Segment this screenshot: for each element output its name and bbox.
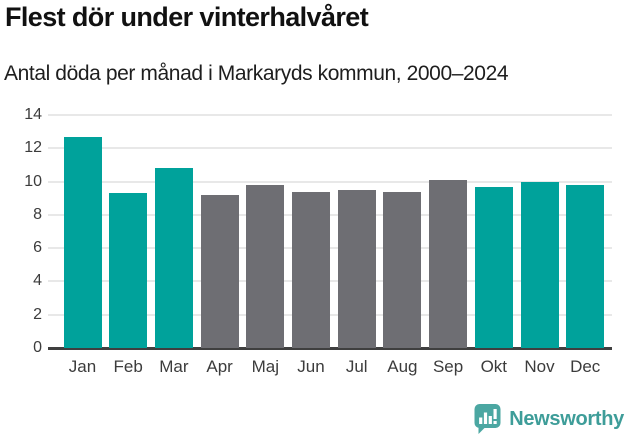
bar-mar (154, 168, 193, 348)
plot-area (48, 114, 612, 350)
y-tick-label-12: 12 (24, 139, 42, 157)
newsworthy-logo-icon (474, 404, 501, 434)
x-tick-label-nov: Nov (524, 357, 555, 376)
bar-feb (109, 193, 148, 348)
bar-maj (246, 184, 285, 348)
y-tick-label-6: 6 (33, 239, 42, 257)
bar-jul (337, 189, 376, 348)
gridline-y10 (48, 180, 612, 183)
y-tick-label-2: 2 (33, 305, 42, 323)
chart-subtitle: Antal döda per månad i Markaryds kommun,… (4, 62, 509, 85)
y-tick-label-8: 8 (33, 205, 42, 223)
x-tick-label-dec: Dec (570, 357, 601, 376)
y-tick-label-10: 10 (24, 172, 42, 190)
gridline-y2 (48, 313, 612, 316)
bar-apr (200, 194, 239, 348)
x-tick-label-mar: Mar (159, 357, 189, 376)
bar-aug (383, 191, 422, 348)
x-tick-label-okt: Okt (480, 357, 508, 376)
bar-jan (63, 136, 102, 348)
gridline-y14 (48, 114, 612, 116)
brand-footer: Newsworthy (474, 404, 624, 434)
x-tick-label-aug: Aug (387, 357, 418, 376)
bar-chart: 0 2 4 6 8 10 12 14 Jan Feb Mar Apr Maj Jun Jul Aug Sep O… (24, 106, 612, 376)
y-tick-label-14: 14 (24, 106, 42, 123)
brand-name: Newsworthy (509, 407, 624, 430)
gridline-y12 (48, 147, 612, 150)
gridline-y4 (48, 280, 612, 283)
x-tick-label-feb: Feb (113, 357, 143, 376)
x-tick-label-jan: Jan (68, 357, 97, 376)
gridline-y6 (48, 247, 612, 250)
x-tick-label-maj: Maj (251, 357, 279, 376)
gridline-y8 (48, 213, 612, 216)
bar-dec (566, 184, 605, 348)
x-tick-label-apr: Apr (206, 357, 233, 376)
x-tick-label-sep: Sep (432, 357, 464, 376)
chart-title: Flest dör under vinterhalvåret (5, 2, 369, 32)
bar-okt (474, 186, 513, 348)
bar-nov (520, 181, 559, 348)
y-tick-label-4: 4 (33, 272, 42, 290)
bar-sep (429, 179, 468, 348)
x-tick-label-jun: Jun (297, 357, 325, 376)
x-tick-label-jul: Jul (345, 357, 368, 376)
x-axis-line (48, 347, 612, 350)
y-tick-label-0: 0 (33, 339, 42, 356)
bar-jun (292, 191, 330, 348)
